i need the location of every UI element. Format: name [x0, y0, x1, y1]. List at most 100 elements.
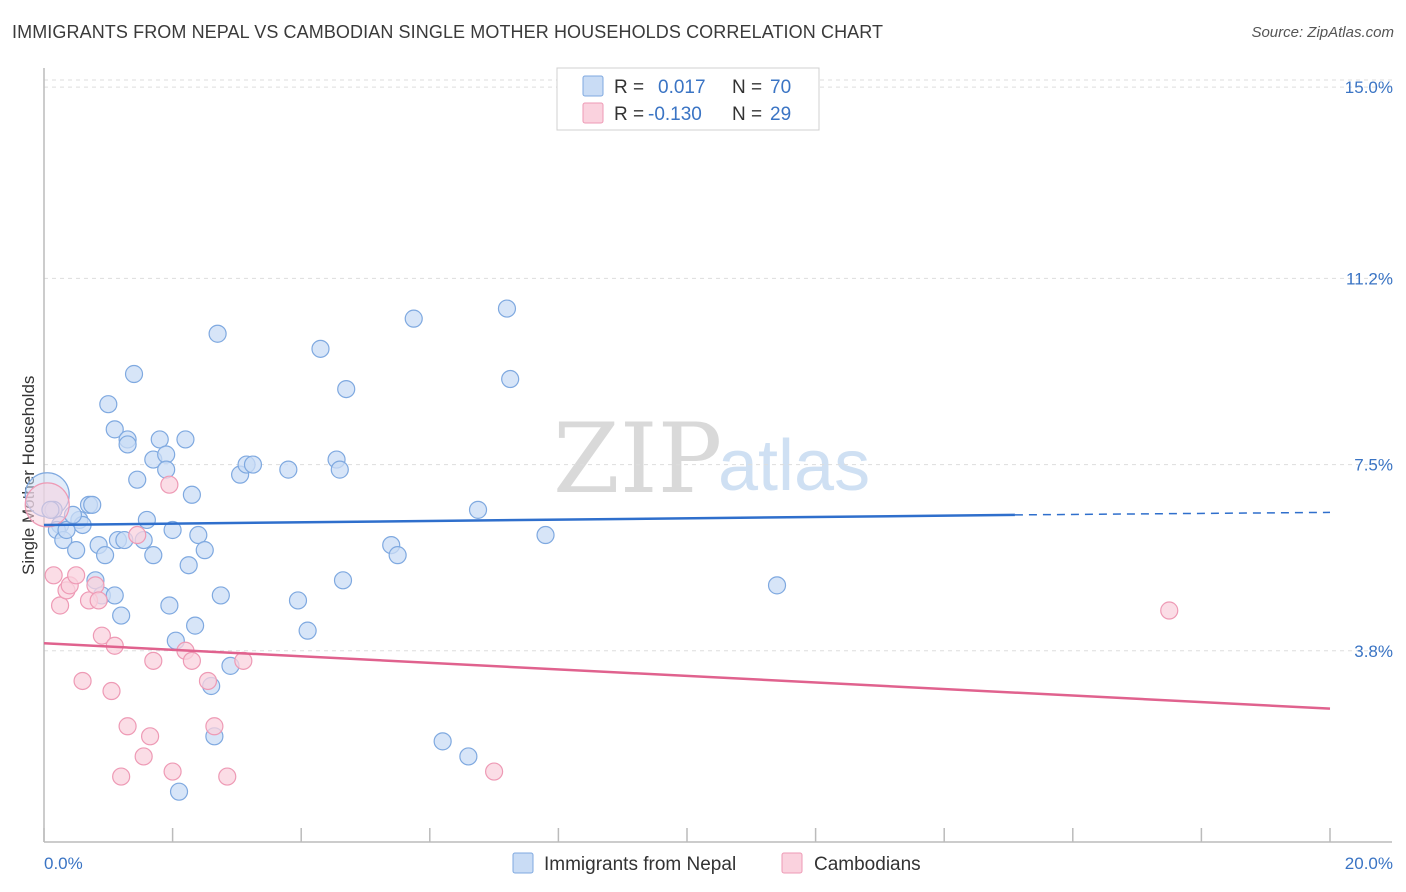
nepal-point-58 [388, 546, 407, 565]
cambodians-point-20 [163, 762, 182, 781]
stats-r-label-cambodians: R = [614, 104, 644, 125]
stats-legend-swatch-nepal [582, 75, 604, 97]
nepal-point-37 [182, 485, 201, 504]
nepal-point-51 [298, 621, 317, 640]
y-tick-label-1: 7.5% [1354, 456, 1393, 475]
x-tick-label-right: 20.0% [1345, 854, 1393, 873]
nepal-point-22 [124, 364, 144, 384]
cambodians-point-27 [485, 762, 504, 781]
cambodians-point-0 [24, 482, 70, 528]
trend-line-nepal-extension [1014, 511, 1331, 516]
nepal-point-35 [176, 430, 195, 449]
watermark-atlas: atlas [718, 426, 870, 506]
nepal-point-19 [112, 606, 131, 625]
nepal-point-44 [211, 586, 230, 605]
nepal-point-60 [433, 732, 452, 751]
cambodians-point-17 [140, 727, 160, 746]
cambodians-point-1 [44, 566, 63, 585]
trend-line-nepal [43, 513, 1015, 527]
series-cambodians-points [24, 475, 1179, 786]
y-tick-labels: 3.8% 7.5% 11.2% 15.0% [1345, 78, 1393, 661]
cambodians-point-22 [182, 651, 201, 670]
cambodians-point-5 [67, 566, 86, 585]
nepal-point-29 [157, 445, 176, 464]
nepal-point-40 [195, 541, 214, 560]
nepal-point-28 [150, 430, 169, 449]
nepal-point-50 [288, 591, 308, 610]
nepal-point-56 [337, 379, 356, 399]
nepal-point-14 [95, 546, 115, 565]
legend-swatch-nepal [512, 852, 534, 874]
y-tick-label-2: 11.2% [1346, 269, 1393, 288]
stats-n-label-cambodians: N = [732, 104, 762, 125]
y-tick-label-0: 3.8% [1354, 642, 1393, 661]
cambodians-point-13 [112, 767, 131, 786]
stats-r-value-cambodians: -0.130 [648, 104, 702, 125]
nepal-point-64 [501, 369, 520, 389]
nepal-point-26 [144, 546, 163, 565]
source-credit: Source: ZipAtlas.com [1251, 24, 1394, 41]
nepal-point-30 [157, 460, 176, 479]
nepal-point-15 [99, 395, 118, 414]
nepal-point-32 [163, 520, 182, 540]
nepal-point-36 [179, 556, 198, 575]
nepal-point-63 [497, 299, 517, 318]
nepal-point-25 [137, 510, 156, 530]
nepal-point-55 [333, 571, 353, 590]
nepal-point-23 [128, 470, 147, 489]
nepal-point-62 [468, 500, 488, 519]
nepal-point-49 [279, 460, 298, 479]
series-nepal-points [24, 299, 787, 801]
nepal-point-34 [169, 782, 189, 801]
stats-legend-swatch-cambodians [582, 102, 604, 124]
stats-r-value-nepal: 0.017 [658, 77, 706, 98]
cambodians-point-16 [134, 747, 153, 766]
legend-label-cambodians: Cambodians [814, 854, 921, 875]
nepal-point-6 [67, 541, 86, 560]
nepal-point-31 [160, 596, 179, 615]
legend-label-nepal: Immigrants from Nepal [544, 854, 736, 875]
cambodians-point-24 [205, 717, 224, 736]
cambodians-point-6 [73, 671, 92, 691]
cambodians-point-2 [50, 596, 70, 615]
cambodians-point-14 [118, 717, 137, 736]
cambodians-point-11 [102, 681, 121, 701]
y-tick-label-3: 15.0% [1345, 78, 1393, 97]
cambodians-point-19 [160, 475, 179, 494]
cambodians-point-8 [86, 576, 105, 595]
stats-legend: R = 0.017 N = 70 R = -0.130 N = 29 [556, 67, 820, 131]
nepal-point-61 [459, 747, 478, 766]
x-tick-marks [43, 828, 1331, 842]
cambodians-point-15 [128, 525, 147, 545]
cambodians-point-28 [1160, 601, 1179, 620]
cambodians-point-9 [89, 591, 108, 610]
gridlines [44, 79, 1392, 652]
watermark-zip: ZIP [553, 403, 722, 515]
trend-line-cambodians [43, 641, 1331, 710]
stats-n-value-cambodians: 29 [770, 104, 791, 125]
x-tick-label-left: 0.0% [44, 854, 83, 873]
nepal-point-54 [330, 460, 349, 479]
nepal-point-39 [189, 525, 208, 545]
cambodians-point-18 [144, 651, 163, 670]
nepal-point-66 [767, 576, 787, 595]
cambodians-point-25 [218, 767, 237, 786]
nepal-point-48 [243, 455, 263, 474]
chart-title: IMMIGRANTS FROM NEPAL VS CAMBODIAN SINGL… [12, 22, 884, 42]
nepal-point-52 [311, 339, 330, 358]
nepal-point-43 [208, 324, 227, 343]
cambodians-point-10 [92, 626, 111, 645]
nepal-point-59 [404, 309, 423, 328]
stats-n-value-nepal: 70 [770, 77, 791, 98]
nepal-point-10 [83, 495, 102, 514]
nepal-point-17 [105, 420, 124, 439]
stats-n-label-nepal: N = [732, 77, 762, 98]
y-axis-label: Single Mother Households [19, 376, 38, 575]
nepal-point-16 [105, 586, 124, 605]
nepal-point-21 [118, 435, 137, 454]
cambodians-point-23 [198, 671, 218, 691]
bottom-legend: Immigrants from Nepal Cambodians [512, 852, 921, 875]
nepal-point-65 [536, 525, 555, 545]
legend-swatch-cambodians [781, 852, 803, 874]
